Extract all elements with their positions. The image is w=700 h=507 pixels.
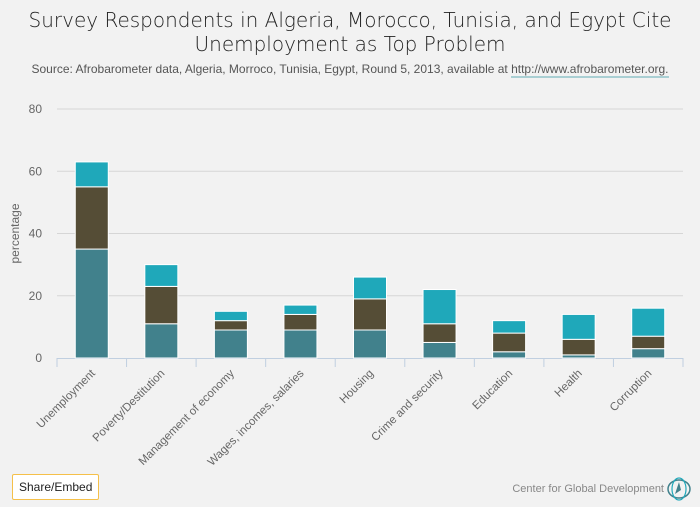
chart-title: Survey Respondents in Algeria, Morocco, … <box>0 8 700 56</box>
bar-segment-series-2 <box>283 313 318 331</box>
x-tick-label: Corruption <box>608 368 654 414</box>
cgd-logo-icon <box>667 477 691 501</box>
source-text: Source: Afrobarometer data, Algeria, Mor… <box>31 62 512 76</box>
bar-segment-series-3 <box>353 276 387 300</box>
bar-segment-series-2 <box>213 320 248 331</box>
x-tick-label: Housing <box>338 368 376 406</box>
y-tick-label: 80 <box>29 102 43 116</box>
y-tick-label: 20 <box>29 289 43 303</box>
x-tick-label: Unemployment <box>35 367 99 431</box>
x-tick-label: Poverty/Destitution <box>91 368 168 445</box>
bar-segment-series-2 <box>353 298 387 331</box>
bar-segment-series-2 <box>561 338 596 356</box>
bar-segment-series-1 <box>144 323 179 359</box>
y-axis-label: percentage <box>8 203 22 263</box>
bar-segment-series-2 <box>144 285 179 325</box>
bar-segment-series-2 <box>74 186 109 250</box>
y-tick-label: 40 <box>29 227 43 241</box>
bar-segment-series-2 <box>422 323 457 343</box>
bar-segment-series-3 <box>213 310 248 322</box>
source-link[interactable]: http://www.afrobarometer.org. <box>511 62 669 78</box>
credit-text: Center for Global Development <box>512 483 664 495</box>
bar-segment-series-1 <box>422 341 457 359</box>
x-tick-label: Crime and security <box>369 367 445 443</box>
y-tick-label: 0 <box>35 351 42 365</box>
bar-segment-series-3 <box>422 289 457 325</box>
x-tick-label: Education <box>471 368 516 413</box>
bar-segment-series-1 <box>353 329 387 359</box>
bar-segment-series-3 <box>144 264 179 287</box>
x-tick-label: Health <box>553 368 585 400</box>
share-embed-button[interactable]: Share/Embed <box>12 474 100 500</box>
bar-segment-series-1 <box>213 329 248 359</box>
bar-segment-series-3 <box>561 313 596 340</box>
bar-segment-series-2 <box>492 332 527 353</box>
bar-segment-series-1 <box>74 248 109 359</box>
y-tick-label: 60 <box>29 164 43 178</box>
chart-subtitle: Source: Afrobarometer data, Algeria, Mor… <box>0 62 700 78</box>
plot: 0 20 40 60 80 percentage UnemploymentPoverty/D… <box>8 102 684 468</box>
title-line-1: Survey Respondents in Algeria, Morocco, … <box>28 8 672 32</box>
title-line-2: Unemployment as Top Problem <box>194 32 506 56</box>
bar-segment-series-1 <box>631 348 666 359</box>
bar-segment-series-3 <box>631 307 666 337</box>
bar-segment-series-3 <box>492 320 527 334</box>
bar-segment-series-2 <box>631 335 666 350</box>
bar-segment-series-3 <box>74 161 109 188</box>
bar-segment-series-3 <box>283 304 318 315</box>
bar-segment-series-1 <box>283 329 318 359</box>
bar-segment-series-1 <box>492 351 527 359</box>
